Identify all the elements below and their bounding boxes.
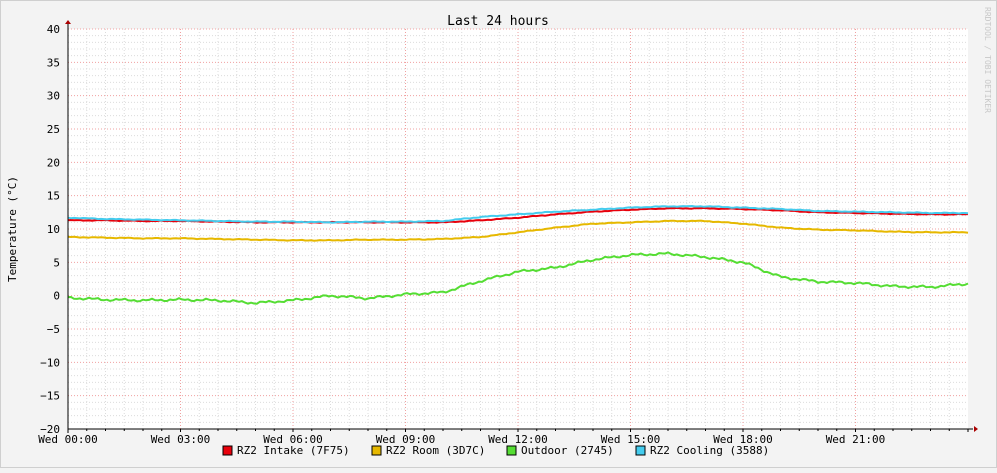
legend-swatch <box>371 445 382 456</box>
series-line <box>67 205 969 224</box>
series-layer <box>67 205 969 305</box>
x-tick-label: Wed 00:00 <box>38 433 98 446</box>
legend: RZ2 Intake (7F75) RZ2 Room (3D7C) Outdoor … <box>222 444 769 457</box>
y-tick-label: 15 <box>47 190 60 203</box>
x-tick-label: Wed 18:00 <box>713 433 773 446</box>
x-tick-label: Wed 12:00 <box>488 433 548 446</box>
y-tick-label: −10 <box>40 356 60 369</box>
legend-swatch <box>222 445 233 456</box>
legend-label: Outdoor (2745) <box>521 444 614 457</box>
chart-title: Last 24 hours <box>447 14 549 29</box>
x-tick-label: Wed 09:00 <box>376 433 436 446</box>
series-line <box>67 219 969 242</box>
x-tick-label: Wed 15:00 <box>601 433 661 446</box>
legend-label: RZ2 Intake (7F75) <box>237 444 350 457</box>
legend-swatch <box>506 445 517 456</box>
x-axis-arrow <box>974 426 978 432</box>
y-tick-label: −5 <box>47 323 60 336</box>
legend-label: RZ2 Cooling (3588) <box>650 444 769 457</box>
grid <box>67 28 968 430</box>
y-tick-label: 10 <box>47 223 60 236</box>
y-axis-arrow <box>65 20 71 24</box>
x-tick-label: Wed 03:00 <box>151 433 211 446</box>
y-tick-label: −20 <box>40 423 60 436</box>
watermark: RRDTOOL / TOBI OETIKER <box>983 7 992 113</box>
y-axis-label: Temperature (°C) <box>6 176 19 282</box>
legend-label: RZ2 Room (3D7C) <box>386 444 485 457</box>
y-tick-label: 20 <box>47 156 60 169</box>
series-line <box>67 251 969 305</box>
x-tick-label: Wed 06:00 <box>263 433 323 446</box>
y-tick-label: 35 <box>47 56 60 69</box>
y-tick-label: 25 <box>47 123 60 136</box>
legend-swatch <box>635 445 646 456</box>
x-tick-label: Wed 21:00 <box>826 433 886 446</box>
y-tick-label: −15 <box>40 390 60 403</box>
y-tick-label: 5 <box>53 256 60 269</box>
y-tick-label: 40 <box>47 23 60 36</box>
y-tick-label: 0 <box>53 290 60 303</box>
y-tick-label: 30 <box>47 90 60 103</box>
